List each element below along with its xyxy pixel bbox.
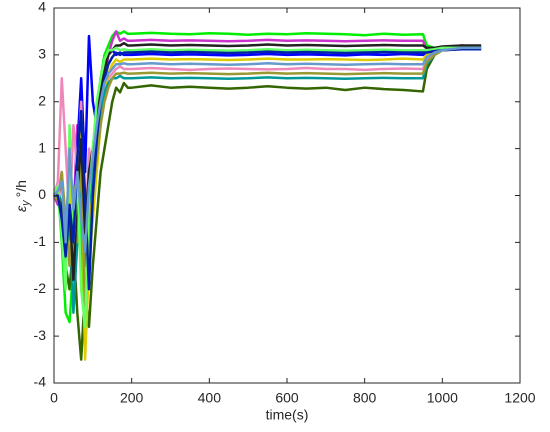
y-tick-label: 0 (38, 186, 46, 202)
y-tick-label: 4 (38, 0, 46, 15)
x-axis-label: time(s) (266, 407, 309, 423)
x-tick-label: 1000 (427, 390, 458, 406)
data-line (54, 48, 482, 291)
data-line (53, 46, 482, 253)
y-label-unit: °/h (13, 180, 29, 197)
y-tick-label: -1 (34, 233, 47, 249)
x-tick-label: 0 (50, 390, 58, 406)
y-tick-label: 1 (38, 139, 46, 155)
plot-area (52, 30, 482, 361)
x-tick-label: 200 (120, 390, 144, 406)
y-tick-label: 3 (38, 46, 46, 62)
x-tick-label: 1200 (504, 390, 535, 406)
y-tick-label: -2 (34, 280, 47, 296)
y-tick-label: -4 (34, 374, 47, 390)
data-line (52, 46, 482, 328)
x-tick-label: 400 (198, 390, 222, 406)
y-tick-label: 2 (38, 92, 46, 108)
data-line (53, 34, 482, 253)
data-line (53, 41, 482, 282)
x-tick-label: 600 (275, 390, 299, 406)
y-tick-label: -3 (34, 327, 47, 343)
data-line (53, 46, 482, 314)
y-axis-label: εy °/h (13, 180, 32, 212)
x-tick-label: 800 (353, 390, 377, 406)
y-label-symbol: ε (13, 205, 29, 212)
data-line (53, 44, 482, 361)
y-label-subscript: y (20, 199, 32, 207)
